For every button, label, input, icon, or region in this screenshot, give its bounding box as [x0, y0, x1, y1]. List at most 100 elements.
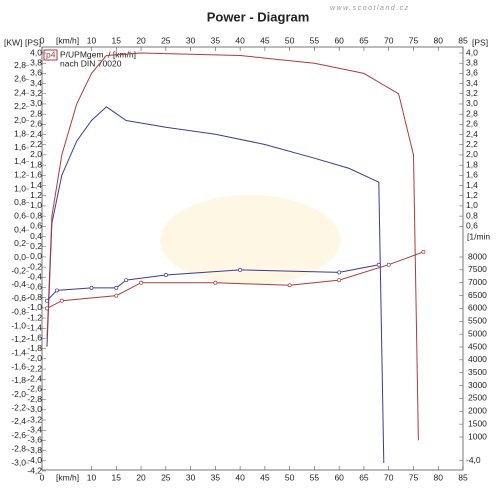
- chart-title: Power - Diagram: [207, 9, 310, 24]
- y3-tick-label: 2500: [468, 393, 487, 403]
- line-marker: [163, 273, 168, 277]
- x-tick-label-top: 55: [310, 35, 320, 45]
- y2-tick-label: 1,0: [30, 200, 42, 210]
- y2-tick-label: -1,2: [27, 312, 42, 322]
- x-tick-label-top: 25: [161, 35, 171, 45]
- line-marker: [89, 285, 94, 290]
- y3-tick-label: 2000: [468, 406, 487, 416]
- line-marker: [337, 270, 342, 275]
- y2-tick-label: 3,4: [30, 78, 42, 88]
- y2-tick-label: -1,4: [27, 323, 42, 333]
- y3-tick-label: 7500: [468, 264, 487, 274]
- line-marker: [337, 278, 342, 283]
- x-tick-label-top: 50: [285, 35, 295, 45]
- y-tick-label: 1,0: [14, 183, 26, 193]
- y2-tick-label-right: 1,2: [466, 190, 478, 200]
- y2-tick-label: -3,2: [27, 414, 42, 424]
- x-tick-label-bottom: 10: [87, 472, 97, 482]
- y-tick-label: -1,8: [11, 375, 26, 385]
- line-marker: [59, 298, 64, 303]
- y-tick-label: 2,8: [14, 60, 26, 70]
- y-tick-label: -2,8: [11, 444, 26, 454]
- x-tick-label-bottom: 75: [409, 472, 419, 482]
- y-tick-label: 0,6: [14, 211, 26, 221]
- y3-tick-label: 5500: [468, 316, 487, 326]
- y-tick-label: 0,8: [14, 197, 26, 207]
- y-tick-label: 2,6: [14, 74, 26, 84]
- y3-tick-label: 3500: [468, 367, 487, 377]
- y2-tick-label: 1,8: [30, 159, 42, 169]
- y2-tick-label: 1,2: [30, 190, 42, 200]
- x-tick-label-bottom: 55: [310, 472, 320, 482]
- x-tick-label-top: 10: [87, 35, 97, 45]
- y2-tick-label: -4,2: [27, 465, 42, 475]
- line-marker: [238, 267, 243, 272]
- y3-tick-label: 1000: [468, 431, 487, 441]
- y2-tick-label-right: 2,0: [466, 149, 478, 159]
- y2-tick-label: 1,4: [30, 180, 42, 190]
- y-tick-label: -2,6: [11, 430, 26, 440]
- y-tick-label: 0,2: [14, 238, 26, 248]
- y2-tick-label: 0,8: [30, 210, 42, 220]
- y-tick-label: -2,2: [11, 402, 26, 412]
- x-tick-label-top: 15: [112, 35, 122, 45]
- y2-tick-label: -2,8: [27, 394, 42, 404]
- y2-tick-label-right: 4,0: [466, 47, 478, 57]
- y-tick-label: -0,6: [11, 293, 26, 303]
- y2-tick-label-right: 1,4: [466, 180, 478, 190]
- x-tick-label-bottom: 35: [211, 472, 221, 482]
- x-tick-label-top: 70: [384, 35, 394, 45]
- x-tick-label-bottom: 70: [384, 472, 394, 482]
- watermark: www.scootland.cz: [330, 5, 410, 12]
- y3-tick-label: 5000: [468, 328, 487, 338]
- y-tick-label: -2,4: [11, 416, 26, 426]
- y2-tick-label: -0,8: [27, 292, 42, 302]
- y2-tick-label: 4,0: [30, 47, 42, 57]
- x-tick-label-top: 60: [334, 35, 344, 45]
- y3-tick-label: 6000: [468, 303, 487, 313]
- y2-tick-label: -3,0: [27, 404, 42, 414]
- x-tick-label-bottom: 15: [112, 472, 122, 482]
- y2-tick-label: 2,6: [30, 119, 42, 129]
- y-tick-label: -0,4: [11, 279, 26, 289]
- y-tick-label: -1,4: [11, 348, 26, 358]
- y-tick-label: -0,8: [11, 307, 26, 317]
- y3-tick-label: 4000: [468, 354, 487, 364]
- y2-tick-label-right: 2,6: [466, 119, 478, 129]
- y2-tick-label: -3,4: [27, 424, 42, 434]
- x-tick-label-bottom: 45: [260, 472, 270, 482]
- y2-tick-label-right: -4,0: [466, 455, 481, 465]
- line-series: [46, 52, 419, 441]
- y2-tick-label: -4,0: [27, 455, 42, 465]
- y2-tick-label: -1,8: [27, 343, 42, 353]
- line-marker: [421, 249, 426, 254]
- y2-axis-label-right: [PS]: [472, 37, 488, 47]
- x-tick-label-top: 20: [136, 35, 146, 45]
- y2-tick-label-right: 3,0: [466, 98, 478, 108]
- line-marker: [287, 283, 292, 288]
- y-tick-label: 0,4: [14, 224, 26, 234]
- line-marker: [45, 306, 49, 311]
- x-tick-label-top: 45: [260, 35, 270, 45]
- y2-tick-label: 0,2: [30, 241, 42, 251]
- line-marker: [213, 280, 218, 285]
- y3-axis-label: [1/min: [467, 231, 490, 241]
- y2-tick-label: -2,0: [27, 353, 42, 363]
- y2-tick-label-right: 2,8: [466, 108, 478, 118]
- x-tick-label-top: 35: [211, 35, 221, 45]
- line-marker: [45, 298, 49, 303]
- y2-tick-label: -1,0: [27, 302, 42, 312]
- y2-tick-label: -1,6: [27, 333, 42, 343]
- y2-tick-label: 1,6: [30, 170, 42, 180]
- y2-tick-label: 2,4: [30, 129, 42, 139]
- legend-note: nach DIN 70020: [60, 58, 122, 68]
- x-tick-label-top: 85: [458, 35, 468, 45]
- y2-tick-label: 3,0: [30, 98, 42, 108]
- y-tick-label: 2,2: [14, 101, 26, 111]
- x-tick-label-top: 80: [434, 35, 444, 45]
- y3-tick-label: 8000: [468, 251, 487, 261]
- y2-tick-label-right: 1,8: [466, 159, 478, 169]
- y2-tick-label-right: 3,6: [466, 68, 478, 78]
- x-unit-bottom: [km/h]: [56, 472, 79, 482]
- y3-tick-label: 3000: [468, 380, 487, 390]
